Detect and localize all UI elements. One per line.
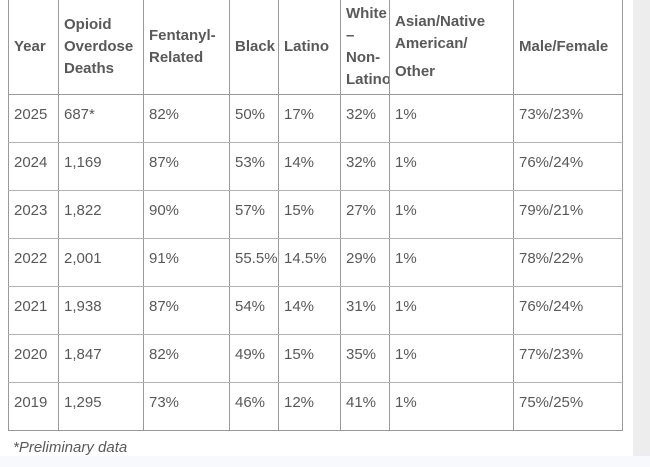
- column-header-label: Latino: [284, 37, 329, 55]
- cell-deaths: 2,001: [58, 237, 144, 287]
- cell-year: 2023: [8, 189, 59, 239]
- column-header-white-non-latino: White – Non- Latino: [340, 0, 390, 95]
- cell-deaths: 1,169: [58, 141, 144, 191]
- column-header-year: Year: [8, 0, 59, 95]
- cell-male-female: 76%/24%: [513, 285, 623, 335]
- column-header-latino: Latino: [278, 0, 341, 95]
- cell-male-female: 73%/23%: [513, 93, 623, 143]
- column-header-fentanyl-related: Fentanyl- Related: [143, 0, 230, 95]
- cell-black: 49%: [229, 333, 279, 383]
- column-header-opioid-overdose-deaths: Opioid Overdose Deaths: [58, 0, 144, 95]
- cell-male-female: 76%/24%: [513, 141, 623, 191]
- table-row-2024: 2024 1,169 87% 53% 14% 32% 1% 76%/24%: [8, 141, 623, 191]
- column-header-male-female: Male/Female: [513, 0, 623, 95]
- cell-latino: 17%: [278, 93, 341, 143]
- cell-deaths: 687*: [58, 93, 144, 143]
- column-header-label: Fentanyl- Related: [149, 26, 216, 66]
- column-header-asian-native-american-other: Asian/Native American/ Other: [389, 0, 514, 95]
- header-row: Year Opioid Overdose Deaths Fentanyl- Re…: [8, 0, 623, 95]
- cell-black: 57%: [229, 189, 279, 239]
- column-header-label: Asian/Native American/: [395, 12, 486, 52]
- cell-year: 2021: [8, 285, 59, 335]
- table-row-2019: 2019 1,295 73% 46% 12% 41% 1% 75%/25%: [8, 381, 623, 431]
- cell-asian-other: 1%: [389, 93, 514, 143]
- cell-latino: 12%: [278, 381, 341, 431]
- cell-white: 41%: [340, 381, 390, 431]
- cell-year: 2020: [8, 333, 59, 383]
- cell-fentanyl: 87%: [143, 141, 230, 191]
- cell-deaths: 1,295: [58, 381, 144, 431]
- cell-fentanyl: 87%: [143, 285, 230, 335]
- cell-asian-other: 1%: [389, 285, 514, 335]
- cell-white: 29%: [340, 237, 390, 287]
- cell-black: 54%: [229, 285, 279, 335]
- cell-black: 55.5%: [229, 237, 279, 287]
- cell-year: 2019: [8, 381, 59, 431]
- cell-fentanyl: 91%: [143, 237, 230, 287]
- footnote-preliminary-data: *Preliminary data: [13, 439, 128, 456]
- cell-asian-other: 1%: [389, 141, 514, 191]
- cell-deaths: 1,822: [58, 189, 144, 239]
- cell-deaths: 1,938: [58, 285, 144, 335]
- cell-male-female: 77%/23%: [513, 333, 623, 383]
- cell-white: 31%: [340, 285, 390, 335]
- table-row-2025: 2025 687* 82% 50% 17% 32% 1% 73%/23%: [8, 93, 623, 143]
- cell-asian-other: 1%: [389, 237, 514, 287]
- column-header-black: Black: [229, 0, 279, 95]
- cell-male-female: 75%/25%: [513, 381, 623, 431]
- cell-white: 27%: [340, 189, 390, 239]
- cell-male-female: 79%/21%: [513, 189, 623, 239]
- opioid-overdose-table: Year Opioid Overdose Deaths Fentanyl- Re…: [8, 0, 623, 431]
- column-header-label: Year: [14, 37, 46, 55]
- cell-black: 50%: [229, 93, 279, 143]
- cell-white: 32%: [340, 93, 390, 143]
- cell-black: 53%: [229, 141, 279, 191]
- table-row-2020: 2020 1,847 82% 49% 15% 35% 1% 77%/23%: [8, 333, 623, 383]
- table-row-2022: 2022 2,001 91% 55.5% 14.5% 29% 1% 78%/22…: [8, 237, 623, 287]
- cell-latino: 15%: [278, 333, 341, 383]
- column-header-label: Male/Female: [519, 37, 609, 55]
- table-row-2021: 2021 1,938 87% 54% 14% 31% 1% 76%/24%: [8, 285, 623, 335]
- cell-fentanyl: 82%: [143, 333, 230, 383]
- table-row-2023: 2023 1,822 90% 57% 15% 27% 1% 79%/21%: [8, 189, 623, 239]
- cell-asian-other: 1%: [389, 381, 514, 431]
- cell-latino: 15%: [278, 189, 341, 239]
- column-header-label: White – Non- Latino: [346, 4, 390, 88]
- cell-year: 2022: [8, 237, 59, 287]
- cell-latino: 14%: [278, 141, 341, 191]
- page-bottom-strip: [0, 456, 650, 467]
- column-header-label-other: Other: [395, 62, 436, 80]
- cell-fentanyl: 90%: [143, 189, 230, 239]
- cell-latino: 14%: [278, 285, 341, 335]
- cell-deaths: 1,847: [58, 333, 144, 383]
- cell-year: 2024: [8, 141, 59, 191]
- cell-year: 2025: [8, 93, 59, 143]
- cell-black: 46%: [229, 381, 279, 431]
- cell-fentanyl: 82%: [143, 93, 230, 143]
- column-header-label: Opioid Overdose Deaths: [64, 15, 134, 77]
- cell-white: 35%: [340, 333, 390, 383]
- column-header-label: Black: [235, 37, 276, 55]
- cell-male-female: 78%/22%: [513, 237, 623, 287]
- cell-white: 32%: [340, 141, 390, 191]
- cell-fentanyl: 73%: [143, 381, 230, 431]
- scrollbar-track[interactable]: [633, 0, 650, 456]
- cell-asian-other: 1%: [389, 189, 514, 239]
- cell-latino: 14.5%: [278, 237, 341, 287]
- cell-asian-other: 1%: [389, 333, 514, 383]
